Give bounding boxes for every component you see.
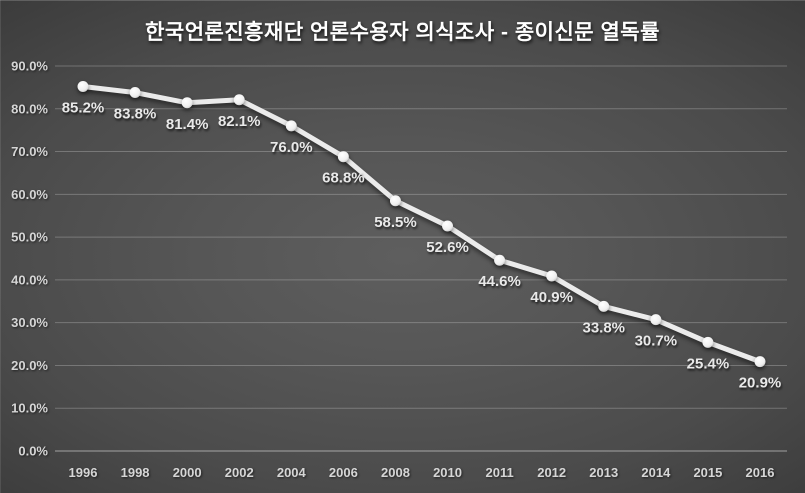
data-point-marker xyxy=(129,87,141,99)
data-point-marker xyxy=(285,120,297,132)
data-point-label: 52.6% xyxy=(426,239,469,256)
trend-line xyxy=(80,84,763,365)
data-point-label: 81.4% xyxy=(166,116,209,133)
y-tick-label: 20.0% xyxy=(11,358,48,373)
x-axis-label: 2015 xyxy=(693,465,722,480)
data-point-marker xyxy=(77,81,89,93)
data-point-label: 30.7% xyxy=(635,333,678,350)
x-axis-label: 2016 xyxy=(746,465,775,480)
data-point-marker xyxy=(754,356,766,368)
x-axis-label: 2006 xyxy=(329,465,358,480)
y-tick-label: 30.0% xyxy=(11,315,48,330)
y-tick-label: 40.0% xyxy=(11,272,48,287)
x-axis-label: 2004 xyxy=(277,465,307,480)
data-point-marker xyxy=(546,270,558,282)
data-point-label: 44.6% xyxy=(478,273,521,290)
x-axis-label: 2013 xyxy=(589,465,618,480)
data-point-marker xyxy=(337,151,349,163)
data-point-marker xyxy=(181,97,193,109)
x-axis-label: 2002 xyxy=(225,465,254,480)
series-group xyxy=(77,81,766,368)
y-tick-label: 50.0% xyxy=(11,230,48,245)
gridlines-group xyxy=(55,65,787,452)
y-tick-label: 70.0% xyxy=(11,144,48,159)
x-axis-label: 2012 xyxy=(537,465,566,480)
x-axis-label: 2000 xyxy=(173,465,202,480)
x-axis-label: 2011 xyxy=(486,465,514,480)
y-tick-label: 80.0% xyxy=(11,101,48,116)
data-point-label: 20.9% xyxy=(739,375,782,392)
x-axis-label: 1996 xyxy=(69,465,98,480)
y-tick-label: 60.0% xyxy=(11,187,48,202)
y-tick-label: 90.0% xyxy=(11,59,48,74)
data-point-label: 83.8% xyxy=(114,106,157,123)
x-axis-label: 2010 xyxy=(433,465,462,480)
data-point-label: 85.2% xyxy=(62,100,105,117)
data-point-marker xyxy=(389,195,401,207)
data-point-marker xyxy=(702,336,714,348)
data-point-label: 76.0% xyxy=(270,139,313,156)
data-point-marker xyxy=(494,254,506,266)
data-point-label: 25.4% xyxy=(687,355,730,372)
data-point-marker xyxy=(598,300,610,312)
x-axis-label: 2008 xyxy=(381,465,410,480)
y-tick-label: 0.0% xyxy=(18,444,48,459)
x-axis-labels: 1996 1998 2000 2002 2004 2006 2008 2010 2011 2012… xyxy=(69,465,775,480)
x-axis-label: 1998 xyxy=(121,465,150,480)
y-tick-label: 10.0% xyxy=(11,401,48,416)
data-point-marker xyxy=(442,220,454,232)
data-point-label: 58.5% xyxy=(374,214,417,231)
chart-title: 한국언론진흥재단 언론수용자 의식조사 - 종이신문 열독률 xyxy=(145,21,660,44)
y-axis-labels: 0.0% 10.0% 20.0% 30.0% 40.0% 50.0% 60.0% 70.0% 8… xyxy=(11,59,48,459)
data-point-marker xyxy=(233,94,245,106)
x-axis-label: 2014 xyxy=(641,465,671,480)
data-labels-group: 85.2% 83.8% 81.4% 82.1% 76.0% 68.8% 58.5% 52.6%… xyxy=(62,100,782,392)
data-point-label: 40.9% xyxy=(530,289,573,306)
data-point-label: 82.1% xyxy=(218,113,261,130)
data-point-label: 68.8% xyxy=(322,170,365,187)
data-point-label: 33.8% xyxy=(582,319,625,336)
data-point-marker xyxy=(650,314,662,326)
